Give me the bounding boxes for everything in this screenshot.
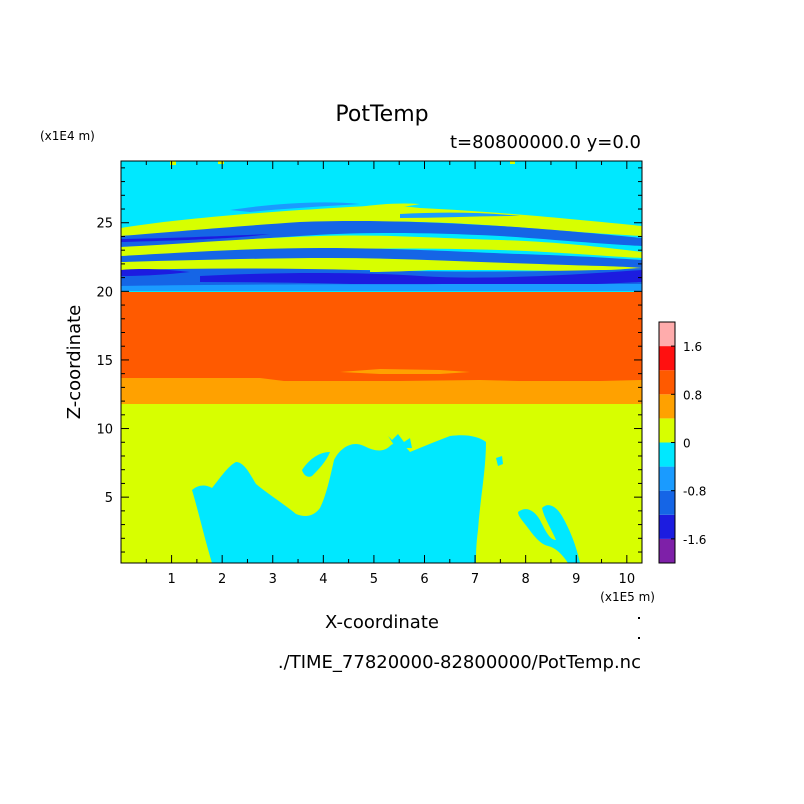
band-darkblue-2 xyxy=(121,268,190,276)
chart-subtitle: t=80800000.0 y=0.0 xyxy=(450,132,641,153)
band-lightblue-3 xyxy=(400,212,520,218)
contour-field xyxy=(121,161,642,563)
band-blue-4 xyxy=(121,234,270,242)
speckle xyxy=(218,161,224,164)
band-blue-1 xyxy=(121,221,642,248)
band-yellow-1 xyxy=(121,205,642,238)
colorbar-tick-label: 0 xyxy=(683,437,691,451)
y-axis-label: Z-coordinate xyxy=(64,305,85,420)
colorbar-swatch xyxy=(659,514,675,539)
x-tick-label: 8 xyxy=(522,572,530,587)
cold-intrusion xyxy=(192,435,486,563)
y-tick-label: 20 xyxy=(96,285,113,300)
speckle xyxy=(170,161,176,165)
x-tick-label: 2 xyxy=(218,572,226,587)
colorbar-swatch xyxy=(659,490,675,515)
y-axis-ticks: 5 10 15 20 25 xyxy=(96,167,642,553)
band-yellow-5 xyxy=(370,266,460,272)
x-tick-label: 1 xyxy=(167,572,175,587)
x-tick-label: 6 xyxy=(420,572,428,587)
cold-spike xyxy=(388,434,412,448)
colorbar: -1.6 -0.8 0 0.8 1.6 xyxy=(658,321,706,564)
marker-dot xyxy=(638,617,640,619)
colorbar-swatch xyxy=(659,394,675,419)
plot-frame xyxy=(120,160,643,564)
colorbar-swatch xyxy=(659,322,675,347)
x-tick-label: 5 xyxy=(370,572,378,587)
colorbar-tick-label: -0.8 xyxy=(683,485,706,499)
speckle xyxy=(510,161,515,164)
x-tick-label: 7 xyxy=(471,572,479,587)
band-lightblue-2 xyxy=(230,202,360,212)
x-tick-label: 3 xyxy=(269,572,277,587)
colorbar-swatch xyxy=(659,418,675,443)
colorbar-swatch xyxy=(659,466,675,491)
middle-layer xyxy=(121,291,642,381)
band-lightblue-1 xyxy=(121,284,642,291)
x-tick-label: 10 xyxy=(619,572,636,587)
cold-right xyxy=(518,505,580,563)
x-tick-label: 9 xyxy=(572,572,580,587)
colorbar-tick-label: 0.8 xyxy=(683,388,702,402)
source-file-label: ./TIME_77820000-82800000/PotTemp.nc xyxy=(278,652,641,673)
x-axis-ticks: 1 2 3 4 5 6 7 8 9 10 xyxy=(145,161,636,587)
y-tick-label: 15 xyxy=(96,354,113,369)
cold-pocket xyxy=(302,452,330,477)
colorbar-swatch xyxy=(659,346,675,371)
colorbar-swatch xyxy=(659,538,675,563)
y-tick-label: 25 xyxy=(96,217,113,232)
y-multiplier-label: (x1E4 m) xyxy=(40,129,95,143)
colorbar-swatch xyxy=(659,370,675,395)
colorbar-tick-label: -1.6 xyxy=(683,533,706,547)
y-tick-label: 5 xyxy=(105,491,113,506)
band-yellow-4 xyxy=(330,203,420,214)
marker-dot xyxy=(638,637,640,639)
thin-streak xyxy=(340,369,470,374)
y-tick-label: 10 xyxy=(96,423,113,438)
x-axis-label: X-coordinate xyxy=(325,612,439,633)
band-darkblue-1 xyxy=(200,270,642,287)
middle-layer-edge xyxy=(121,378,642,386)
colorbar-swatch xyxy=(659,442,675,467)
cold-dot xyxy=(496,456,503,466)
chart-title: PotTemp xyxy=(335,102,428,127)
x-tick-label: 4 xyxy=(319,572,327,587)
colorbar-tick-label: 1.6 xyxy=(683,340,702,354)
x-multiplier-label: (x1E5 m) xyxy=(600,590,655,604)
